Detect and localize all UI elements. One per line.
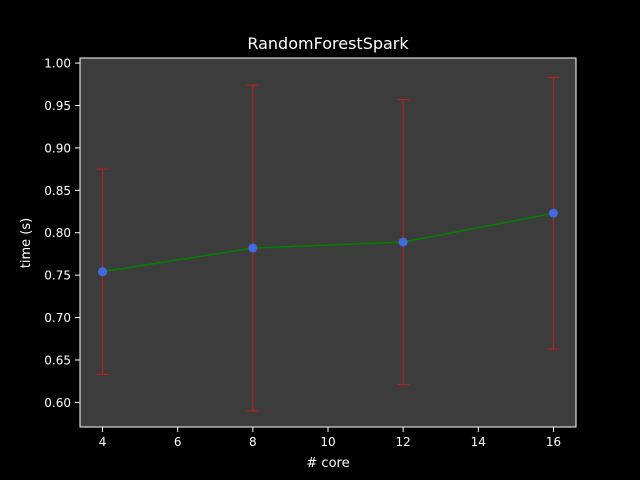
y-tick-label: 0.70 (44, 311, 71, 325)
data-point (398, 237, 408, 247)
data-points-group (98, 208, 558, 277)
data-point (248, 243, 258, 253)
x-axis-ticks: 4 6 8 10 12 14 16 (99, 427, 561, 449)
x-axis-label: # core (306, 456, 349, 471)
y-tick-label: 0.65 (44, 353, 71, 367)
y-tick-label: 0.95 (44, 99, 71, 113)
x-tick-label: 16 (546, 435, 561, 449)
y-axis-ticks: 0.60 0.65 0.70 0.75 0.80 0.85 0.90 0.95 1.00 (44, 57, 80, 410)
series-line (102, 212, 554, 273)
y-axis-label: time (s) (19, 218, 34, 268)
y-tick-label: 0.80 (44, 226, 71, 240)
data-point (98, 267, 108, 277)
y-tick-label: 1.00 (44, 57, 71, 71)
y-tick-label: 0.75 (44, 269, 71, 283)
x-tick-label: 14 (471, 435, 486, 449)
series-line-group (102, 212, 554, 273)
x-tick-label: 12 (396, 435, 411, 449)
data-point (548, 208, 558, 218)
axes-background (80, 58, 576, 427)
x-tick-label: 4 (99, 435, 107, 449)
x-tick-label: 6 (174, 435, 182, 449)
y-tick-label: 0.85 (44, 184, 71, 198)
x-tick-label: 8 (249, 435, 257, 449)
chart-title: RandomForestSpark (247, 34, 409, 53)
x-tick-label: 10 (320, 435, 335, 449)
y-tick-label: 0.90 (44, 141, 71, 155)
y-tick-label: 0.60 (44, 396, 71, 410)
